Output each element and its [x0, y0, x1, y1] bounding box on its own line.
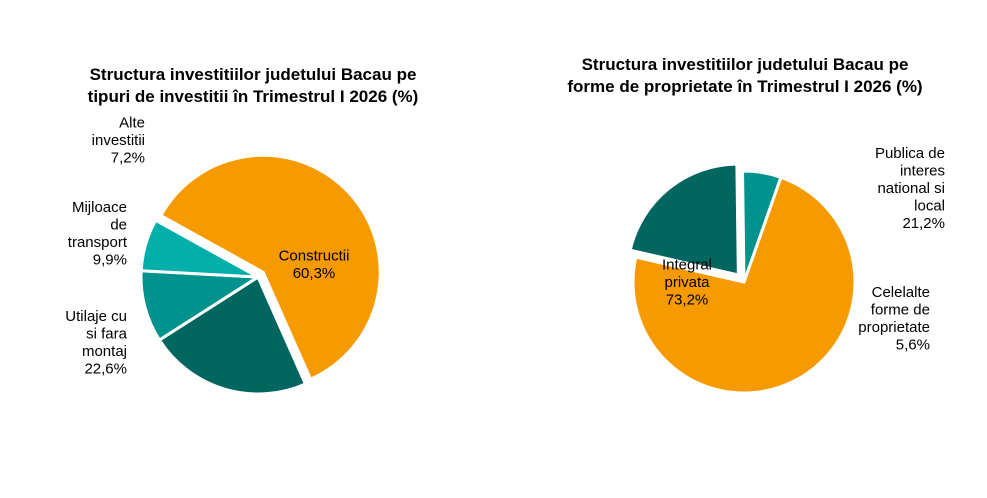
- pie-slice: [157, 275, 307, 396]
- chart-title-line: Structura investitiilor judetului Bacau …: [89, 65, 417, 84]
- slice-label: Celelalte forme de proprietate 5,6%: [858, 284, 930, 354]
- chart-title-types: Structura investitiilor judetului Bacau …: [48, 64, 458, 108]
- chart-ownership-panel: Structura investitiilor judetului Bacau …: [494, 0, 987, 498]
- pie-slice: [741, 169, 783, 284]
- slice-label: Alte investitii 7,2%: [92, 115, 145, 167]
- pie-slice: [139, 218, 260, 279]
- slice-label: Publica de interes national si local 21,2%: [875, 145, 945, 232]
- chart-types-panel: Structura investitiilor judetului Bacau …: [48, 64, 458, 396]
- chart-title-ownership: Structura investitiilor judetului Bacau …: [540, 54, 950, 98]
- slice-label: Mijloace de transport 9,9%: [68, 199, 128, 269]
- slice-label: Integral privata 73,2%: [662, 257, 712, 309]
- chart-title-line: forme de proprietate în Trimestrul I 202…: [567, 77, 923, 96]
- pie-chart-types: Constructii 60,3% Utilaje cu si fara montaj 2…: [65, 115, 382, 396]
- pie-slice: [631, 175, 857, 395]
- pie-slice: [159, 153, 382, 381]
- slice-label: Constructii 60,3%: [279, 247, 350, 282]
- pie-chart-ownership: Integral privata 73,2% Publica de interes nat…: [628, 145, 945, 395]
- chart-title-line: tipuri de investitii în Trimestrul I 202…: [87, 87, 419, 106]
- chart-title-line: Structura investitiilor judetului Bacau …: [581, 55, 909, 74]
- slice-label: Utilaje cu si fara montaj 22,6%: [65, 308, 127, 378]
- pie-slice: [628, 162, 740, 277]
